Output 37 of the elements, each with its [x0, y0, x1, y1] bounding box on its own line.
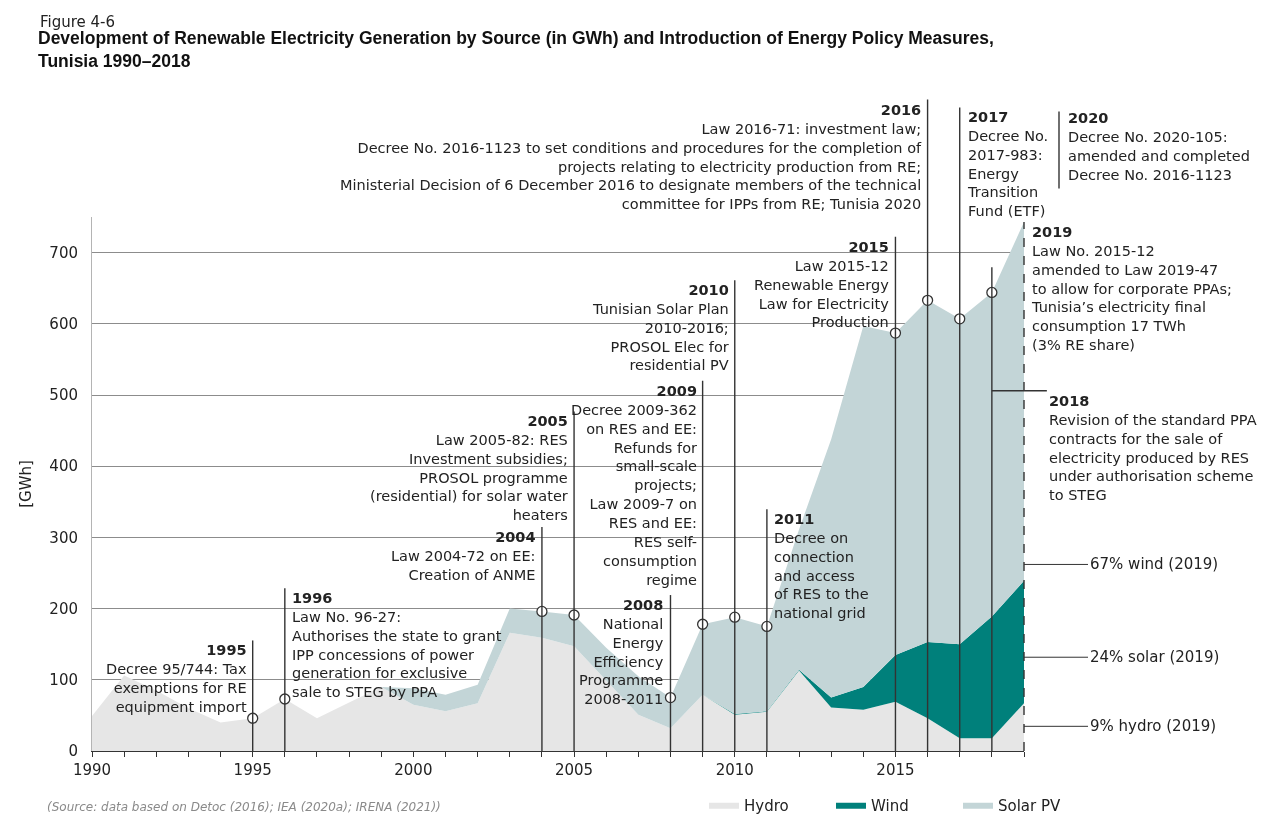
y-tick-label: 700 — [49, 243, 78, 262]
ref-line-label: 1996 Law No. 96-27: Authorises the state to grant IPP concessions of power generation for exclusive sale to STEG by PPA — [292, 590, 502, 701]
ref-line-label: 2017 Decree No. 2017-983: Energy Transition Fund (ETF) — [967, 109, 1049, 220]
text: 2009 Decree 2009-362 on RES and EE: Refunds for small-scale projects; Law 2009-7 on RES and EE: RES self- consumption regime — [571, 383, 697, 588]
y-tick-label: 500 — [49, 386, 78, 405]
ref-line-label: 2008 National Energy Efficiency Programme 2008-2011 — [579, 597, 664, 708]
text: (Source: data based on Detoc (2016); IEA (2020a); IRENA (2021)) — [47, 800, 441, 814]
ref-line-label: 2019 Law No. 2015-12 amended to Law 2019-47 to allow for corporate PPAs; Tunisia’s electricity final consumption 17 TWh (3% RE share) — [1031, 224, 1232, 354]
caption: Figure 4-6 — [40, 13, 116, 31]
x-tick-label: 2015 — [876, 761, 915, 780]
ref-line-label: 2016 Law 2016-71: investment law; Decree No. 2016-1123 to set conditions and procedures for the completion of projects relating to electricity production from RE; Ministerial Decision of 6 December 2016 to designate members of the technical committee for IPPs from RE; Tunisia 2020 — [340, 102, 923, 213]
ref-line-label: 2005 Law 2005-82: RES Investment subsidies; PROSOL programme (residential) for solar water heaters — [370, 413, 568, 524]
text: 67% wind (2019) — [1090, 555, 1219, 573]
x-tick-label: 2005 — [554, 761, 594, 780]
text: 9% hydro (2019) — [1090, 717, 1217, 735]
text: 2020 Decree No. 2020-105: amended and completed Decree No. 2016-1123 — [1068, 110, 1250, 183]
y-tick-label: 0 — [68, 742, 78, 761]
ref-line-label: 2015 Law 2015-12 Renewable Energy Law for Electricity Production — [754, 239, 890, 331]
x-tick-label: 1995 — [233, 761, 272, 780]
x-tick-label: 2000 — [394, 761, 433, 780]
y-tick-label: 100 — [49, 671, 78, 690]
y-tick-label: 600 — [49, 315, 78, 334]
text: 24% solar (2019) — [1090, 648, 1220, 666]
y-tick-label: 400 — [49, 457, 78, 476]
y-tick-label: 200 — [49, 599, 78, 618]
y-axis-title: [GWh] — [16, 460, 35, 508]
legend-label: Solar PV — [998, 796, 1062, 815]
ref-line-label: 2004 Law 2004-72 on EE: Creation of ANME — [391, 529, 536, 583]
x-tick-label: 2010 — [715, 761, 754, 780]
legend-label: Wind — [871, 796, 909, 815]
ref-line-label: 2010 Tunisian Solar Plan 2010-2016; PROSOL Elec for residential PV — [592, 282, 729, 374]
legend-label: Hydro — [744, 796, 789, 815]
ref-line-label: 2011 Decree on connection and access of RES to the national grid — [774, 511, 869, 622]
x-tick-label: 1990 — [72, 761, 112, 780]
ref-line-label: 1995 Decree 95/744: Tax exemptions for RE equipment import — [106, 642, 247, 715]
y-tick-label: 300 — [49, 528, 78, 547]
ref-line-label: 2018 Revision of the standard PPA contracts for the sale of electricity produced by RES under authorisation scheme to STEG — [1049, 393, 1257, 504]
